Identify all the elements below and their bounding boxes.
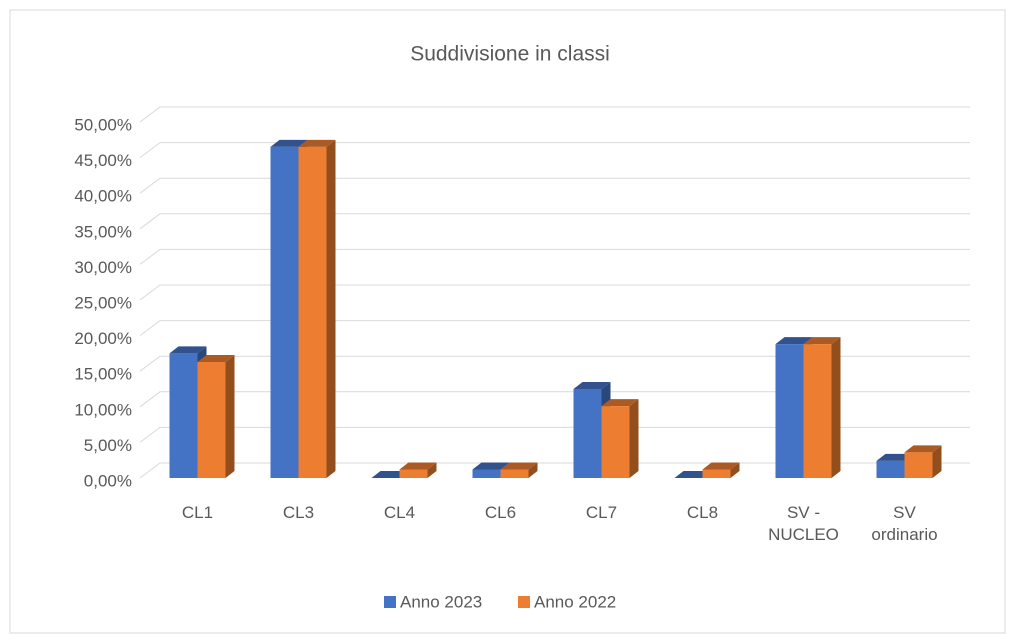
grid-line xyxy=(139,426,970,443)
bar-top xyxy=(500,462,538,470)
bar xyxy=(674,471,712,478)
bar-front xyxy=(197,361,226,478)
chart-title: Suddivisione in classi xyxy=(410,43,610,66)
bar-top xyxy=(371,471,409,478)
grid-line xyxy=(139,142,970,159)
y-tick-label: 50,00% xyxy=(74,115,132,134)
bar-top xyxy=(573,382,611,389)
bar-side xyxy=(326,139,336,479)
grid-line xyxy=(139,177,970,194)
bar-top xyxy=(904,445,942,453)
x-tick-label: SV - NUCLEO xyxy=(768,503,839,544)
bar-side xyxy=(629,399,639,478)
y-tick-label: 20,00% xyxy=(74,329,132,348)
bar-front xyxy=(399,469,428,478)
bar-top xyxy=(674,471,712,478)
bar-top xyxy=(298,139,336,147)
y-tick-label: 0,00% xyxy=(84,471,132,490)
legend-label: Anno 2022 xyxy=(534,592,616,611)
bar-side xyxy=(427,462,437,478)
bar xyxy=(500,462,538,478)
y-tick-label: 10,00% xyxy=(74,400,132,419)
grid-line xyxy=(139,320,970,337)
bar-side xyxy=(831,337,841,478)
grid-line xyxy=(139,391,970,408)
bar xyxy=(904,445,942,478)
bar-front xyxy=(876,460,905,478)
legend-swatch xyxy=(384,596,396,608)
grid-line xyxy=(139,355,970,372)
bar xyxy=(803,337,841,478)
bar-top xyxy=(399,462,437,470)
x-tick-label: CL3 xyxy=(282,503,315,522)
grid-line xyxy=(139,213,970,230)
legend-swatch xyxy=(518,596,530,608)
bar xyxy=(197,354,235,478)
bar xyxy=(298,139,336,479)
x-tick-label: CL6 xyxy=(484,503,517,522)
bar-top xyxy=(775,337,813,345)
y-tick-label: 25,00% xyxy=(74,293,132,312)
bar-side xyxy=(932,445,942,478)
bar-front xyxy=(500,469,529,478)
bar-top xyxy=(702,462,740,470)
bar-top xyxy=(169,346,207,354)
bar xyxy=(371,471,409,478)
bar-front xyxy=(775,344,804,478)
bar-top xyxy=(876,453,914,461)
chart-border xyxy=(9,9,1006,634)
bar-front xyxy=(573,389,602,478)
x-tick-label: SV ordinario xyxy=(871,503,938,544)
bar-front xyxy=(472,469,501,478)
y-tick-label: 45,00% xyxy=(74,151,132,170)
grid-line xyxy=(139,284,970,301)
y-tick-label: 35,00% xyxy=(74,222,132,241)
y-tick-label: 40,00% xyxy=(74,187,132,206)
x-tick-label: CL4 xyxy=(383,503,416,522)
bar-top xyxy=(197,354,235,362)
bar-front xyxy=(702,469,731,478)
y-tick-label: 15,00% xyxy=(74,365,132,384)
y-tick-label: 30,00% xyxy=(74,258,132,277)
x-tick-label: CL7 xyxy=(585,503,618,522)
legend-label: Anno 2023 xyxy=(400,592,482,611)
grid-line xyxy=(139,248,970,265)
bar-front xyxy=(270,146,299,479)
bar xyxy=(399,462,437,478)
bar-top xyxy=(472,462,510,470)
x-tick-label: CL1 xyxy=(181,503,214,522)
bar-side xyxy=(528,462,538,478)
grid-line xyxy=(139,462,970,479)
bar xyxy=(702,462,740,478)
bar-side xyxy=(225,354,235,478)
bar-front xyxy=(904,452,933,478)
bar-front xyxy=(169,353,198,478)
bar-top xyxy=(270,139,308,147)
bar xyxy=(601,399,639,478)
y-tick-label: 5,00% xyxy=(84,436,132,455)
bar-front xyxy=(601,406,630,478)
bar-top xyxy=(803,337,841,345)
bar-side xyxy=(730,462,740,478)
x-tick-label: CL8 xyxy=(686,503,719,522)
bar-front xyxy=(298,146,327,479)
bar-top xyxy=(601,399,639,407)
bar-front xyxy=(803,344,832,478)
grid-line xyxy=(139,106,970,123)
